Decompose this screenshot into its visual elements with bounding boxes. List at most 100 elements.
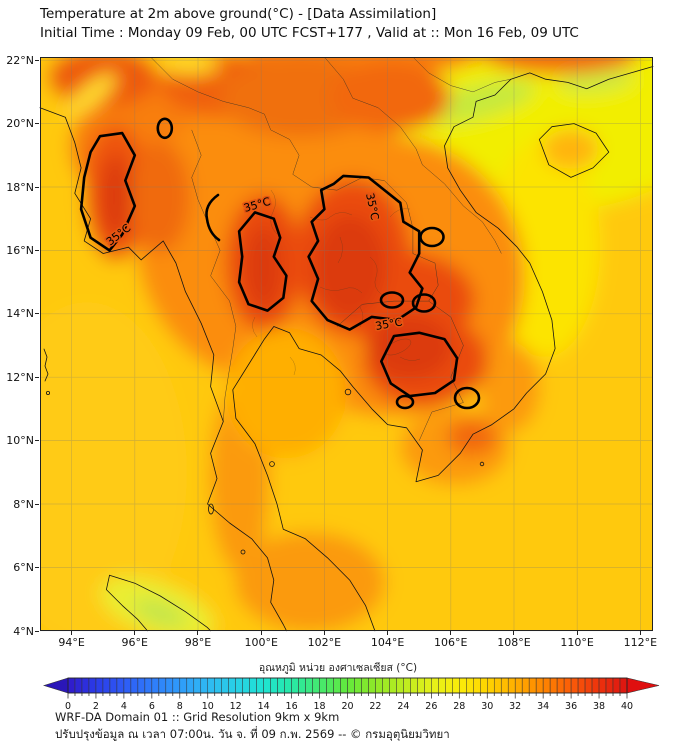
axis-tick	[71, 631, 73, 635]
contour-label: 35°C	[363, 192, 381, 222]
colorbar: 0 2 4 6 8 10 12 14 16 18 20 22 24 26 28 30 32 34 36 38 40	[42, 677, 660, 712]
colorbar-tick-label: 2	[93, 701, 99, 712]
colorbar-segment	[438, 677, 446, 694]
colorbar-tick-label: 16	[286, 701, 298, 712]
colorbar-tick-label: 26	[425, 701, 437, 712]
colorbar-segment	[466, 677, 474, 694]
colorbar-title: อุณหภูมิ หน่วย องศาเซลเซียส (°C)	[258, 662, 418, 674]
colorbar-tick-label: 24	[397, 701, 409, 712]
colorbar-segment	[375, 677, 383, 694]
colorbar-segment	[333, 677, 341, 694]
colorbar-segment	[445, 677, 453, 694]
colorbar-segment	[221, 677, 229, 694]
colorbar-arrow-left	[42, 677, 69, 694]
colorbar-tick-label: 36	[565, 701, 577, 712]
y-axis-label: 10°N	[6, 434, 34, 448]
colorbar-segment	[493, 677, 502, 694]
colorbar-segment	[74, 677, 83, 694]
colorbar-segment	[284, 677, 292, 694]
axis-tick	[35, 440, 39, 442]
colorbar-segment	[577, 677, 586, 694]
colorbar-segment	[186, 677, 195, 694]
colorbar-segment	[605, 677, 614, 694]
axis-tick	[35, 313, 39, 315]
footer-domain-info: WRF-DA Domain 01 :: Grid Resolution 9km …	[55, 710, 340, 724]
colorbar-segment	[361, 677, 369, 694]
colorbar-segment	[403, 677, 411, 694]
x-axis-label: 102°E	[307, 636, 342, 649]
y-axis-label: 8°N	[13, 497, 34, 511]
colorbar-segment	[591, 677, 600, 694]
colorbar-frame	[67, 677, 628, 694]
colorbar-segment	[249, 677, 257, 694]
colorbar-segment	[102, 677, 111, 694]
map-title: Temperature at 2m above ground(°C) - [Da…	[40, 6, 437, 22]
colorbar-segment	[340, 677, 348, 694]
map-frame	[40, 57, 653, 631]
x-axis-label: 94°E	[58, 636, 85, 649]
y-axis-label: 14°N	[6, 307, 34, 321]
colorbar-segment	[417, 677, 425, 694]
colorbar-tick-label: 6	[149, 701, 155, 712]
x-axis-label: 106°E	[434, 636, 468, 649]
footer-update-info: ปรับปรุงข้อมูล ณ เวลา 07:00น. วัน จ. ที่…	[55, 727, 450, 741]
colorbar-segment	[473, 677, 481, 694]
colorbar-segment	[130, 677, 139, 694]
x-axis-label: 108°E	[497, 636, 531, 649]
colorbar-tick-label: 4	[121, 701, 127, 712]
x-axis-label: 96°E	[121, 636, 149, 649]
colorbar-segment	[88, 677, 97, 694]
colorbar-segment	[312, 677, 320, 694]
axis-tick	[35, 567, 39, 569]
colorbar-segment	[81, 677, 90, 694]
colorbar-segment	[298, 677, 306, 694]
colorbar-segment	[598, 677, 607, 694]
colorbar-tick-label: 0	[65, 701, 71, 712]
colorbar-segment	[123, 677, 132, 694]
temperature-map: 35°C 35°C 35°C 35°C	[39, 56, 654, 632]
colorbar-segment	[535, 677, 544, 694]
axis-tick	[35, 630, 39, 632]
colorbar-segment	[514, 677, 523, 694]
y-axis-label: 22°N	[6, 53, 34, 67]
colorbar-segment	[570, 677, 579, 694]
title-block: Temperature at 2m above ground(°C) - [Da…	[40, 5, 579, 43]
map-subtitle: Initial Time : Monday 09 Feb, 00 UTC FCS…	[40, 25, 579, 41]
colorbar-segment	[263, 677, 271, 694]
colorbar-segment	[179, 677, 188, 694]
colorbar-tick-label: 40	[621, 701, 633, 712]
colorbar-segment	[556, 677, 565, 694]
axis-tick	[576, 631, 578, 635]
colorbar-segment	[382, 677, 390, 694]
colorbar-segment	[67, 677, 76, 694]
colorbar-segment	[396, 677, 404, 694]
colorbar-segment	[151, 677, 160, 694]
colorbar-segment	[500, 677, 509, 694]
axis-tick	[35, 376, 39, 378]
colorbar-tick-label: 32	[509, 701, 521, 712]
colorbar-segment	[228, 677, 236, 694]
colorbar-segment	[326, 677, 334, 694]
colorbar-segment	[480, 677, 488, 694]
colorbar-tick-label: 12	[230, 701, 242, 712]
axis-tick	[197, 631, 199, 635]
colorbar-segment	[424, 677, 432, 694]
colorbar-arrow-right	[626, 677, 660, 694]
colorbar-segment	[521, 677, 530, 694]
colorbar-tick-label: 34	[537, 701, 549, 712]
colorbar-segment	[214, 677, 222, 694]
colorbar-segment	[270, 677, 278, 694]
colorbar-segment	[95, 677, 104, 694]
colorbar-segment	[507, 677, 516, 694]
y-axis-label: 6°N	[13, 561, 34, 575]
colorbar-segment	[207, 677, 215, 694]
colorbar-segment	[528, 677, 537, 694]
colorbar-tick-label: 10	[202, 701, 214, 712]
colorbar-segment	[563, 677, 572, 694]
colorbar-segment	[612, 677, 621, 694]
axis-tick	[35, 123, 39, 125]
colorbar-segment	[410, 677, 418, 694]
colorbar-segment	[165, 677, 174, 694]
axis-tick	[450, 631, 452, 635]
